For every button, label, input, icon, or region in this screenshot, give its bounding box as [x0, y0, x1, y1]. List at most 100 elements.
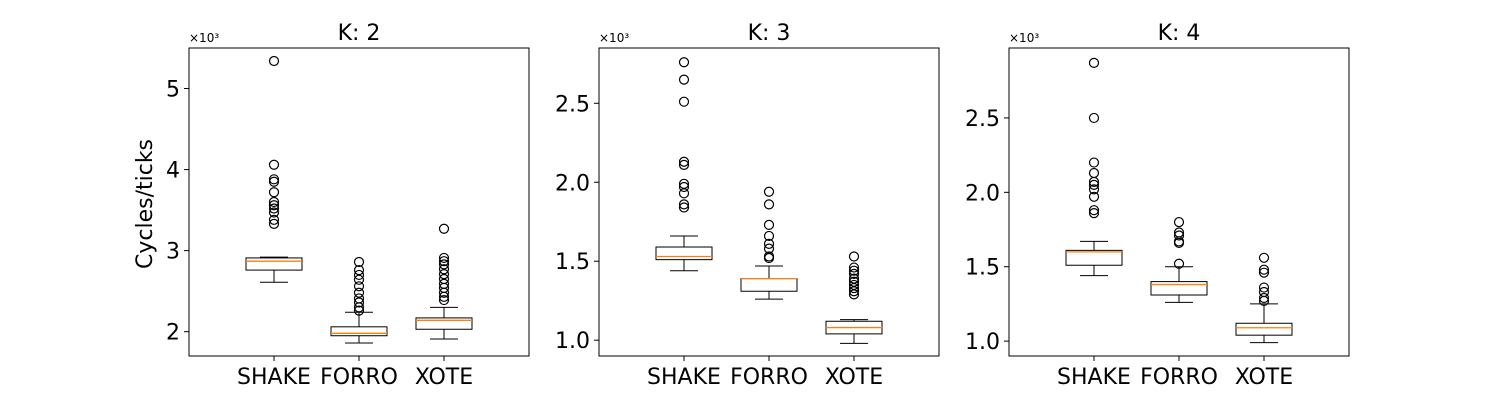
outlier-point	[1258, 267, 1270, 278]
y-tick-label: 2	[166, 321, 180, 346]
outlier-point	[848, 265, 860, 276]
outlier-point	[353, 256, 365, 268]
outlier-point	[1258, 264, 1270, 275]
outlier-point	[438, 269, 450, 280]
outlier-point	[678, 202, 690, 213]
outlier-point	[1088, 184, 1100, 195]
outlier-point	[268, 218, 280, 229]
chart-panel-1: K: 2 ×10³ 2 3 4 5 SHAKE FORRO XOTE	[166, 21, 530, 390]
x-tick-label: FORRO	[1140, 365, 1218, 390]
outlier-point	[1258, 282, 1270, 293]
y-tick-label: 5	[166, 78, 180, 103]
outlier-point	[848, 282, 860, 294]
box-shake	[245, 55, 303, 283]
box-forro	[1150, 216, 1208, 303]
x-tick-label: XOTE	[1235, 365, 1293, 390]
y-tick-label: 3	[166, 240, 180, 265]
outlier-point	[678, 159, 690, 170]
chart-title: K: 3	[748, 21, 791, 46]
outlier-point	[1088, 191, 1100, 202]
x-tick-label: XOTE	[825, 365, 883, 390]
x-tick-label: FORRO	[730, 365, 808, 390]
outlier-point	[438, 223, 450, 234]
plot-frame	[598, 47, 940, 357]
outlier-point	[1173, 230, 1185, 241]
outlier-point	[678, 96, 690, 107]
outlier-point	[1088, 112, 1100, 124]
outlier-point	[438, 259, 450, 270]
outlier-point	[763, 219, 775, 231]
outlier-point	[353, 274, 365, 285]
y-tick-label: 4	[166, 159, 180, 184]
outlier-point	[678, 181, 690, 193]
outlier-point	[678, 74, 690, 85]
outlier-point	[1173, 216, 1185, 228]
outlier-point	[1088, 57, 1100, 68]
outlier-point	[438, 287, 450, 298]
outlier-point	[268, 187, 280, 198]
y-tick-label: 2.5	[965, 107, 1000, 132]
outlier-point	[1088, 179, 1100, 190]
outlier-point	[268, 176, 280, 187]
y-tick-label: 1.5	[555, 250, 590, 275]
box-forro	[330, 256, 388, 344]
x-tick-label: FORRO	[320, 365, 398, 390]
outlier-point	[268, 214, 280, 225]
chart-title: K: 2	[338, 21, 381, 46]
outlier-point	[268, 203, 280, 214]
box-iqr	[740, 278, 798, 292]
box-iqr	[1235, 322, 1293, 336]
outlier-point	[678, 57, 690, 68]
outlier-point	[268, 174, 280, 185]
outlier-point	[763, 238, 775, 249]
outlier-point	[678, 188, 690, 199]
y-tick-label: 2.0	[555, 171, 590, 196]
outlier-point	[848, 251, 860, 262]
plot-frame	[1008, 47, 1350, 357]
x-tick-label: SHAKE	[647, 365, 721, 390]
outlier-point	[438, 294, 450, 306]
outlier-point	[438, 264, 450, 275]
outlier-point	[268, 200, 280, 211]
y-offset-label: ×10³	[189, 31, 219, 45]
outlier-point	[353, 287, 365, 298]
chart-panel-2: K: 3 ×10³ 1.0 1.5 2.0 2.5 SHAKE FORRO XOTE	[555, 21, 940, 390]
box-forro	[740, 186, 798, 300]
outlier-point	[1088, 176, 1100, 188]
outlier-point	[763, 186, 775, 197]
box-shake	[655, 57, 713, 272]
outlier-point	[268, 207, 280, 218]
outlier-point	[268, 159, 280, 170]
outlier-point	[848, 286, 860, 297]
outlier-point	[1258, 292, 1270, 304]
outlier-point	[1088, 167, 1100, 179]
outlier-point	[1173, 237, 1185, 249]
outlier-point	[353, 264, 365, 276]
box-iqr	[1150, 281, 1208, 296]
box-xote	[825, 251, 883, 344]
box-shake	[1065, 57, 1123, 277]
outlier-point	[763, 199, 775, 210]
plot-frame	[188, 47, 530, 357]
outlier-point	[353, 305, 365, 316]
x-tick-label: SHAKE	[1057, 365, 1131, 390]
y-offset-label: ×10³	[599, 31, 629, 45]
y-tick-label: 2.0	[965, 181, 1000, 206]
outlier-point	[848, 262, 860, 273]
outlier-point	[1258, 252, 1270, 263]
box-iqr	[1065, 249, 1123, 266]
y-tick-label: 1.5	[965, 256, 1000, 281]
outlier-point	[763, 230, 775, 242]
y-tick-label: 2.5	[555, 92, 590, 117]
outlier-point	[678, 156, 690, 167]
chart-panel-3: K: 4 ×10³ 1.0 1.5 2.0 2.5 SHAKE FORRO XOTE	[965, 21, 1350, 390]
outlier-point	[1173, 258, 1185, 269]
outlier-point	[353, 281, 365, 292]
outlier-point	[848, 268, 860, 279]
outlier-point	[268, 196, 280, 208]
outlier-point	[678, 199, 690, 210]
y-axis-label: Cycles/ticks	[133, 139, 158, 269]
outlier-point	[353, 269, 365, 281]
y-tick-label: 1.0	[965, 330, 1000, 355]
